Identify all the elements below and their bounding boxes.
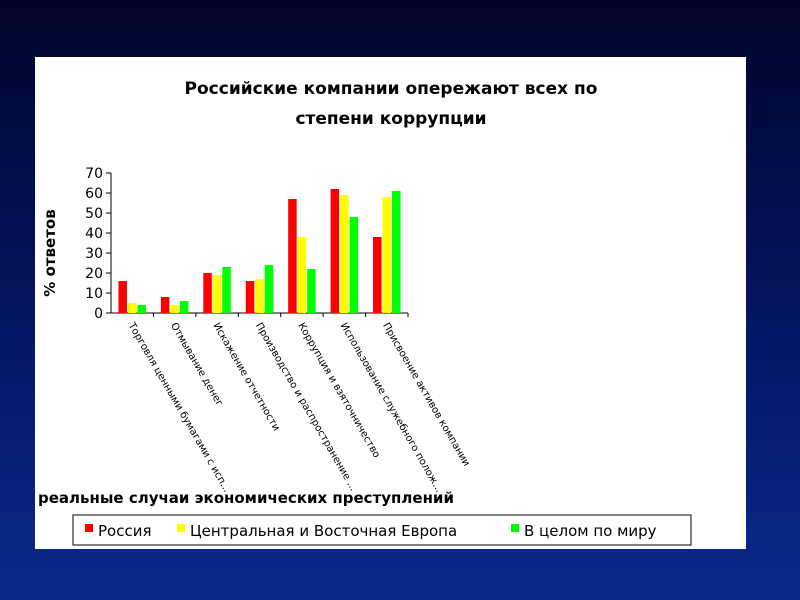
legend-swatch [85,524,93,532]
y-tick-label: 70 [85,166,103,182]
bar [203,273,212,313]
bar [179,301,189,313]
y-tick-label: 50 [85,206,103,222]
bar [127,303,137,313]
bar [118,281,127,313]
bar [340,195,349,313]
y-tick-label: 20 [85,266,103,282]
bar [222,267,231,313]
chart-title-line-1: Российские компании опережают всех по [185,79,598,99]
chart-panel: Российские компании опережают всех по ст… [35,57,746,549]
bar [170,305,179,313]
bar [330,189,340,313]
bar [212,275,222,313]
legend-label: В целом по миру [524,522,657,540]
legend: Россия Центральная и Восточная Европа В це… [72,514,692,546]
chart-title-line-2: степени коррупции [295,109,486,129]
legend-label: Центральная и Восточная Европа [190,522,457,540]
bar-chart: Российские компании опережают всех по ст… [38,79,692,546]
legend-swatch [511,524,519,532]
bar [307,269,316,313]
bar [137,305,146,313]
y-tick-label: 30 [85,246,103,262]
bar [245,281,255,313]
bar [392,191,401,313]
bar [288,199,297,313]
y-tick-label: 60 [85,186,103,202]
bar [160,297,170,313]
legend-label: Россия [98,522,152,540]
y-axis-label: % ответов [41,209,59,296]
bar [255,279,264,313]
bar [382,197,392,313]
y-tick-label: 40 [85,226,103,242]
chart-title: Российские компании опережают всех по ст… [185,79,598,129]
bar [264,265,274,313]
legend-frame [72,514,692,546]
x-axis-label: реальные случаи экономических преступлен… [38,489,454,507]
x-tick-label: Присвоение активов компании [380,321,471,468]
y-tick-label: 10 [85,286,103,302]
bar [349,217,359,313]
bar [297,237,307,313]
y-tick-label: 0 [94,306,103,322]
x-tick-label: Коррупция и взяточничество [295,321,382,460]
bar [373,237,382,313]
legend-swatch [177,524,185,532]
